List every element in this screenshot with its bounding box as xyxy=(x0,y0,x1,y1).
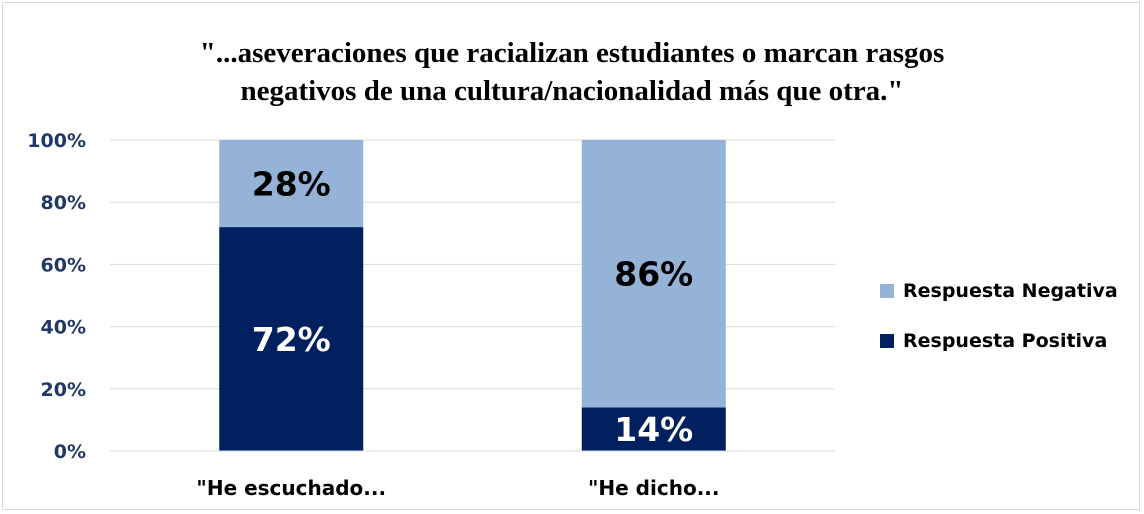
x-tick-label: "He dicho... xyxy=(588,476,719,500)
bar-segment xyxy=(581,407,726,451)
bar-segment xyxy=(581,140,726,408)
legend-label-positive: Respuesta Positiva xyxy=(903,330,1108,352)
y-axis: 0% 20% 40% 60% 80% 100% xyxy=(27,130,86,463)
chart-title-line-2: negativos de una cultura/nacionalidad má… xyxy=(240,75,904,107)
data-label: 86% xyxy=(614,255,693,294)
y-tick-label: 80% xyxy=(41,192,86,214)
bar-segment xyxy=(219,140,364,228)
y-tick-label: 40% xyxy=(41,317,86,339)
y-tick-label: 60% xyxy=(41,254,86,276)
chart-title: "...aseveraciones que racializan estudia… xyxy=(60,34,1084,110)
y-tick-label: 100% xyxy=(27,130,86,152)
legend-swatch-negative xyxy=(880,284,894,298)
x-tick-label: "He escuchado... xyxy=(196,476,386,500)
x-axis: "He escuchado... "He dicho... xyxy=(110,450,835,500)
legend-item-negative: Respuesta Negativa xyxy=(880,277,1118,305)
data-label: 28% xyxy=(252,165,331,204)
y-tick-label: 0% xyxy=(54,441,86,463)
data-label: 14% xyxy=(614,410,693,449)
data-label: 72% xyxy=(252,320,331,359)
gridlines xyxy=(110,139,835,452)
chart-title-line-1: "...aseveraciones que racializan estudia… xyxy=(199,37,945,69)
legend-item-positive: Respuesta Positiva xyxy=(880,327,1118,355)
legend-swatch-positive xyxy=(880,334,894,348)
legend-label-negative: Respuesta Negativa xyxy=(903,280,1118,302)
y-tick-label: 20% xyxy=(41,379,86,401)
bars: 72% 28% 14% 86% xyxy=(219,140,726,451)
bar-segment xyxy=(219,227,364,451)
legend: Respuesta Negativa Respuesta Positiva xyxy=(880,277,1118,377)
